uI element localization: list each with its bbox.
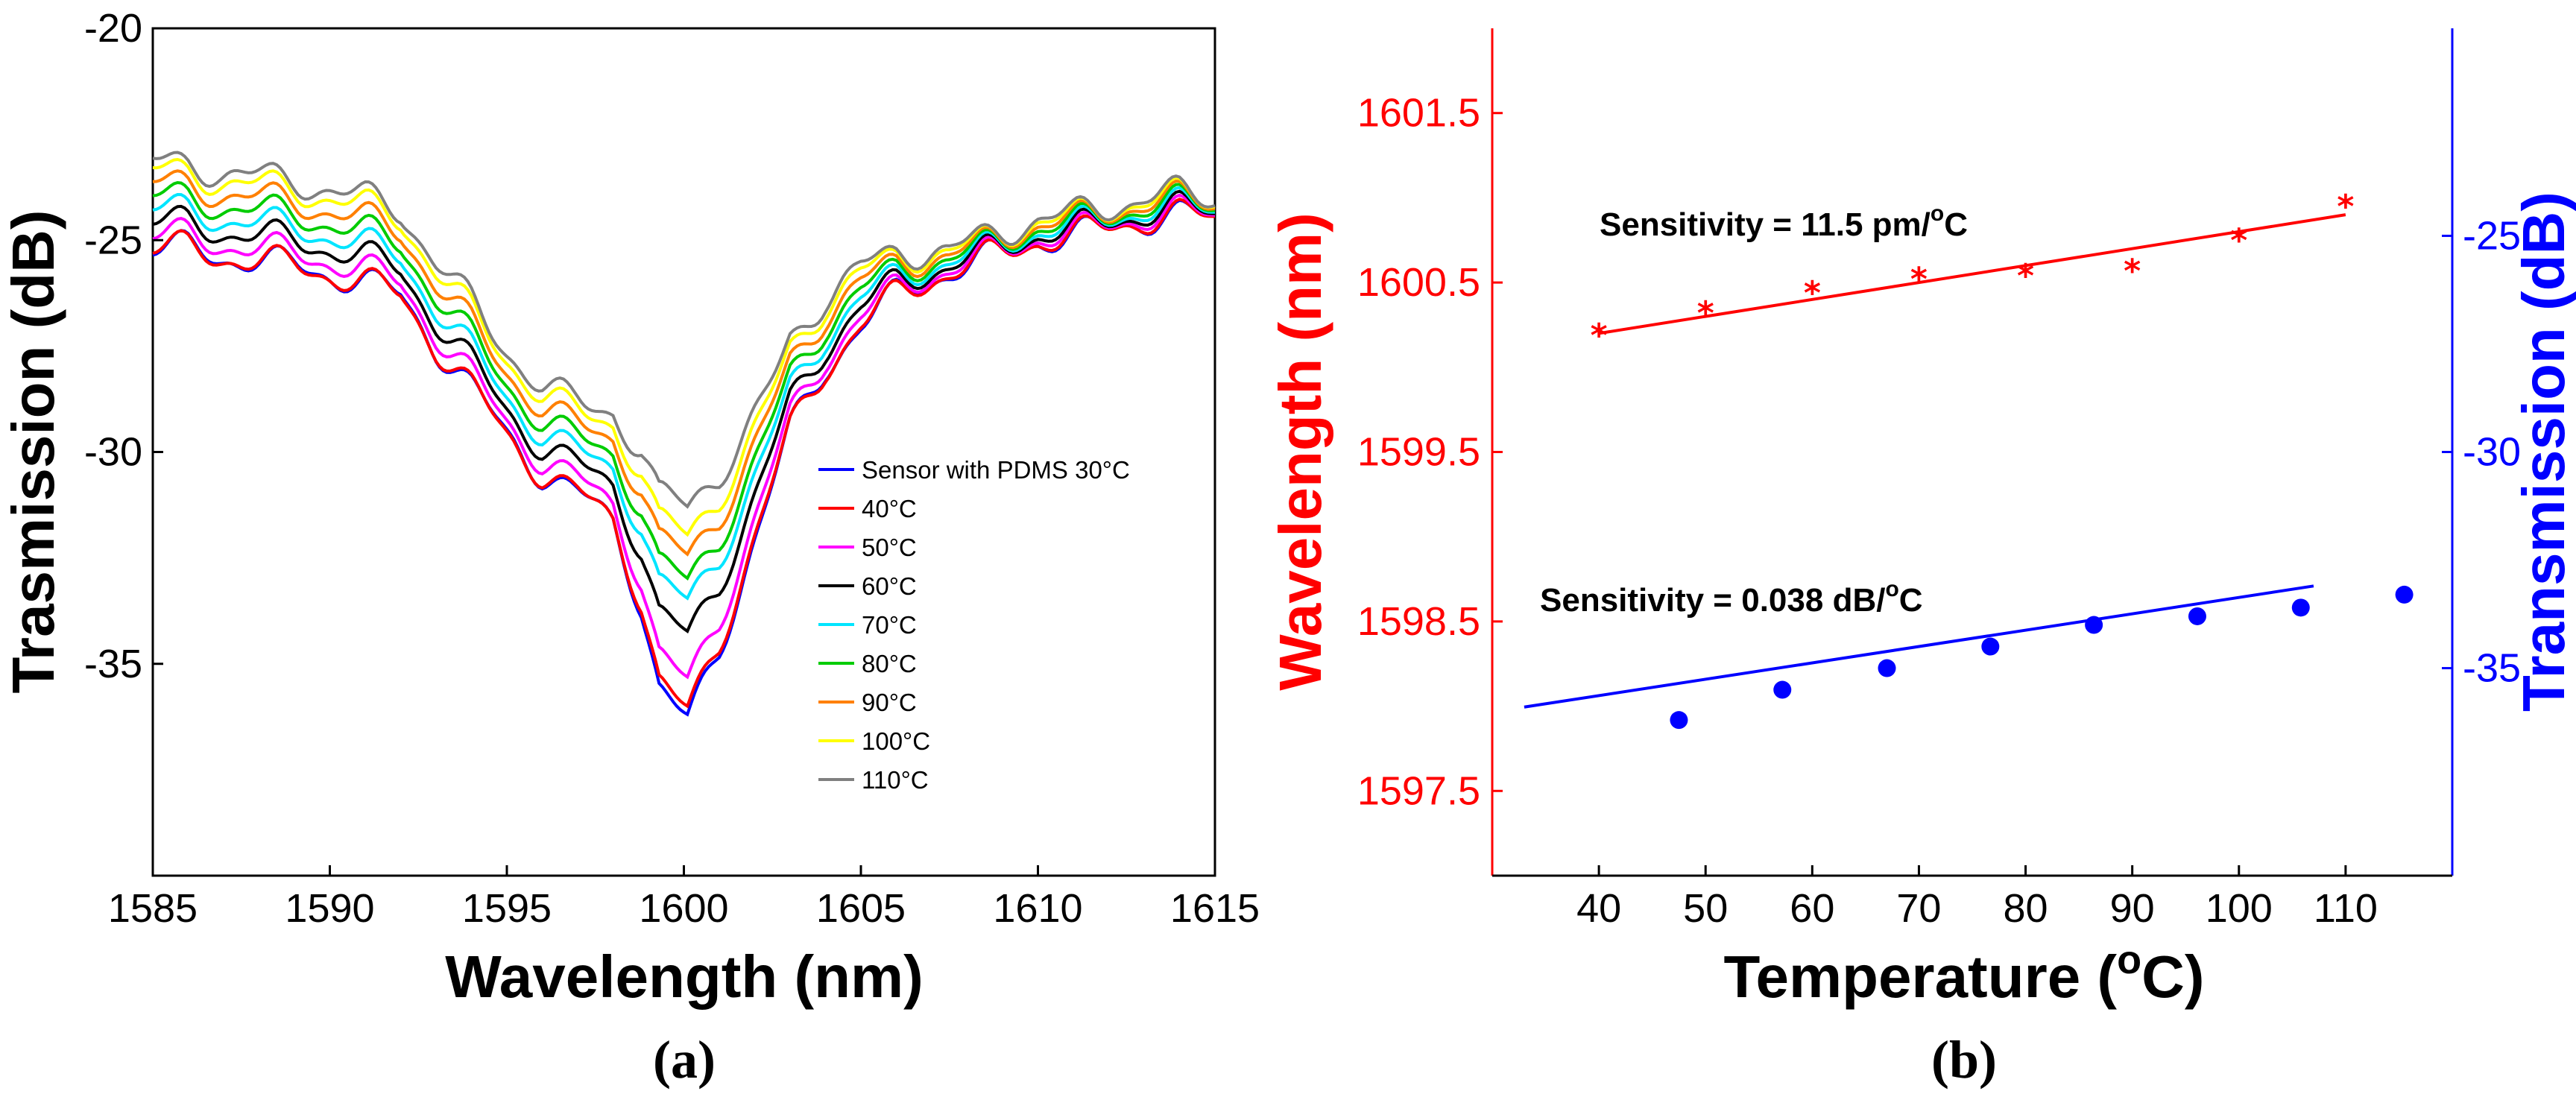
panel-a-x-tick-label: 1595 — [462, 886, 552, 931]
legend-label-70: 70°C — [862, 611, 917, 639]
panel-a-curve-90 — [152, 169, 1216, 557]
panel-b-right-y-ticks: -25 -30 -35 — [2442, 213, 2521, 691]
panel-a-x-tick-label: 1605 — [816, 886, 906, 931]
panel-b-fit-lines — [1524, 213, 2346, 709]
panel-a-curves — [152, 151, 1216, 717]
panel-a-y-ticks: -20 -25 -30 -35 — [84, 6, 163, 686]
panel-a-label: (a) — [653, 1030, 716, 1090]
panel-a-x-tick-label: 1615 — [1170, 886, 1260, 931]
panel-a-plot-frame — [151, 27, 1216, 877]
panel-b-right-y-tick-label: -30 — [2463, 430, 2521, 475]
panel-b-wavelength-sensitivity-annotation: Sensitivity = 11.5 pm/oC — [1600, 201, 1968, 243]
legend-label-60: 60°C — [862, 572, 917, 600]
transmission-data-point — [1670, 711, 1688, 730]
legend-label-100: 100°C — [862, 727, 930, 755]
panel-b-x-axis-title: Temperature (oC) — [1724, 938, 2205, 1010]
panel-b-x-tick-label: 60 — [1790, 886, 1834, 931]
panel-b-transmission-sensitivity-annotation: Sensitivity = 0.038 dB/oC — [1540, 577, 1923, 619]
panel-a-curve-100 — [152, 157, 1216, 537]
panel-a-y-tick-label: -20 — [84, 6, 142, 51]
panel-b-x-ticks: 40 50 60 70 80 90 100 110 — [1576, 865, 2378, 931]
transmission-data-point — [1773, 680, 1792, 699]
panel-a-curve-60 — [152, 189, 1216, 633]
panel-a-x-axis-title: Wavelength (nm) — [445, 943, 923, 1010]
wavelength-data-point: * — [1591, 317, 1608, 355]
panel-a-x-tick-label: 1610 — [993, 886, 1082, 931]
panel-b-x-tick-label: 50 — [1683, 886, 1728, 931]
panel-a-y-tick-label: -25 — [84, 218, 142, 262]
panel-b-left-y-tick-label: 1598.5 — [1357, 599, 1480, 644]
panel-a-x-tick-label: 1590 — [285, 886, 374, 931]
panel-b-left-y-ticks: 1597.5 1598.5 1599.5 1600.5 1601.5 — [1357, 91, 1503, 813]
wavelength-data-point: * — [2017, 257, 2034, 295]
wavelength-data-point: * — [1697, 294, 1714, 332]
panel-b-left-y-tick-label: 1599.5 — [1357, 430, 1480, 475]
panel-a-x-tick-label: 1585 — [108, 886, 198, 931]
legend-label-80: 80°C — [862, 650, 917, 677]
legend-label-40: 40°C — [862, 495, 917, 522]
panel-a-y-tick-label: -30 — [84, 430, 142, 475]
wavelength-fit-line — [1598, 213, 2346, 335]
panel-b-x-tick-label: 40 — [1576, 886, 1621, 931]
panel-a-x-tick-label: 1600 — [639, 886, 728, 931]
panel-b-left-y-tick-label: 1600.5 — [1357, 260, 1480, 305]
wavelength-data-point: * — [1804, 274, 1821, 312]
panel-b-right-y-tick-label: -25 — [2463, 213, 2521, 258]
panel-a-curve-80 — [152, 180, 1216, 581]
panel-a-x-ticks: 1585 1590 1595 1600 1605 1610 1615 — [108, 865, 1260, 931]
legend-label-50: 50°C — [862, 534, 917, 561]
legend-label-Sensor with PDMS 30: Sensor with PDMS 30°C — [862, 456, 1130, 484]
transmission-data-point — [2291, 598, 2310, 617]
panel-b-x-tick-label: 90 — [2110, 886, 2155, 931]
panel-b-left-y-tick-label: 1597.5 — [1357, 768, 1480, 813]
panel-a-curve-50 — [152, 193, 1216, 680]
panel-b-label: (b) — [1931, 1030, 1997, 1090]
panel-b-right-y-tick-label: -35 — [2463, 646, 2521, 691]
transmission-data-point — [2085, 616, 2103, 634]
transmission-fit-line — [1524, 584, 2314, 709]
panel-b-x-tick-label: 100 — [2206, 886, 2273, 931]
panel-b-left-y-axis-title: Wavelength (nm) — [1267, 212, 1333, 690]
wavelength-data-point: * — [1910, 261, 1928, 299]
transmission-data-point — [1981, 637, 2000, 656]
panel-b-x-tick-label: 80 — [2004, 886, 2048, 931]
transmission-data-point — [1878, 659, 1896, 677]
panel-a-legend: Sensor with PDMS 30°C 40°C 50°C 60°C 70°C 80°… — [818, 456, 1130, 794]
panel-b-x-tick-label: 70 — [1896, 886, 1941, 931]
wavelength-data-point: * — [2337, 188, 2354, 226]
panel-a-y-axis-title: Trasmission (dB) — [0, 209, 66, 693]
panel-b-x-tick-label: 110 — [2314, 886, 2378, 931]
panel-b: 40 50 60 70 80 90 100 110 1597.5 1598.5 1599.5 160… — [1267, 28, 2576, 1090]
wavelength-data-point: * — [2124, 252, 2141, 290]
panel-a: 1585 1590 1595 1600 1605 1610 1615 -20 -25 -30 -3… — [0, 6, 1260, 1090]
panel-a-curve-110 — [152, 151, 1216, 509]
panel-a-curve-40 — [152, 197, 1216, 709]
transmission-data-point — [2188, 607, 2206, 625]
wavelength-data-point: * — [2230, 221, 2247, 259]
legend-label-110: 110°C — [862, 766, 929, 794]
panel-b-data-points: * * * * * * * * — [1591, 188, 2414, 730]
legend-label-90: 90°C — [862, 689, 917, 716]
transmission-data-point — [2395, 585, 2414, 604]
panel-b-right-y-axis-title: Transmission (dB) — [2510, 192, 2576, 712]
panel-a-y-tick-label: -35 — [84, 642, 142, 686]
panel-b-left-y-tick-label: 1601.5 — [1357, 91, 1480, 136]
panel-a-curve-70 — [152, 186, 1215, 601]
